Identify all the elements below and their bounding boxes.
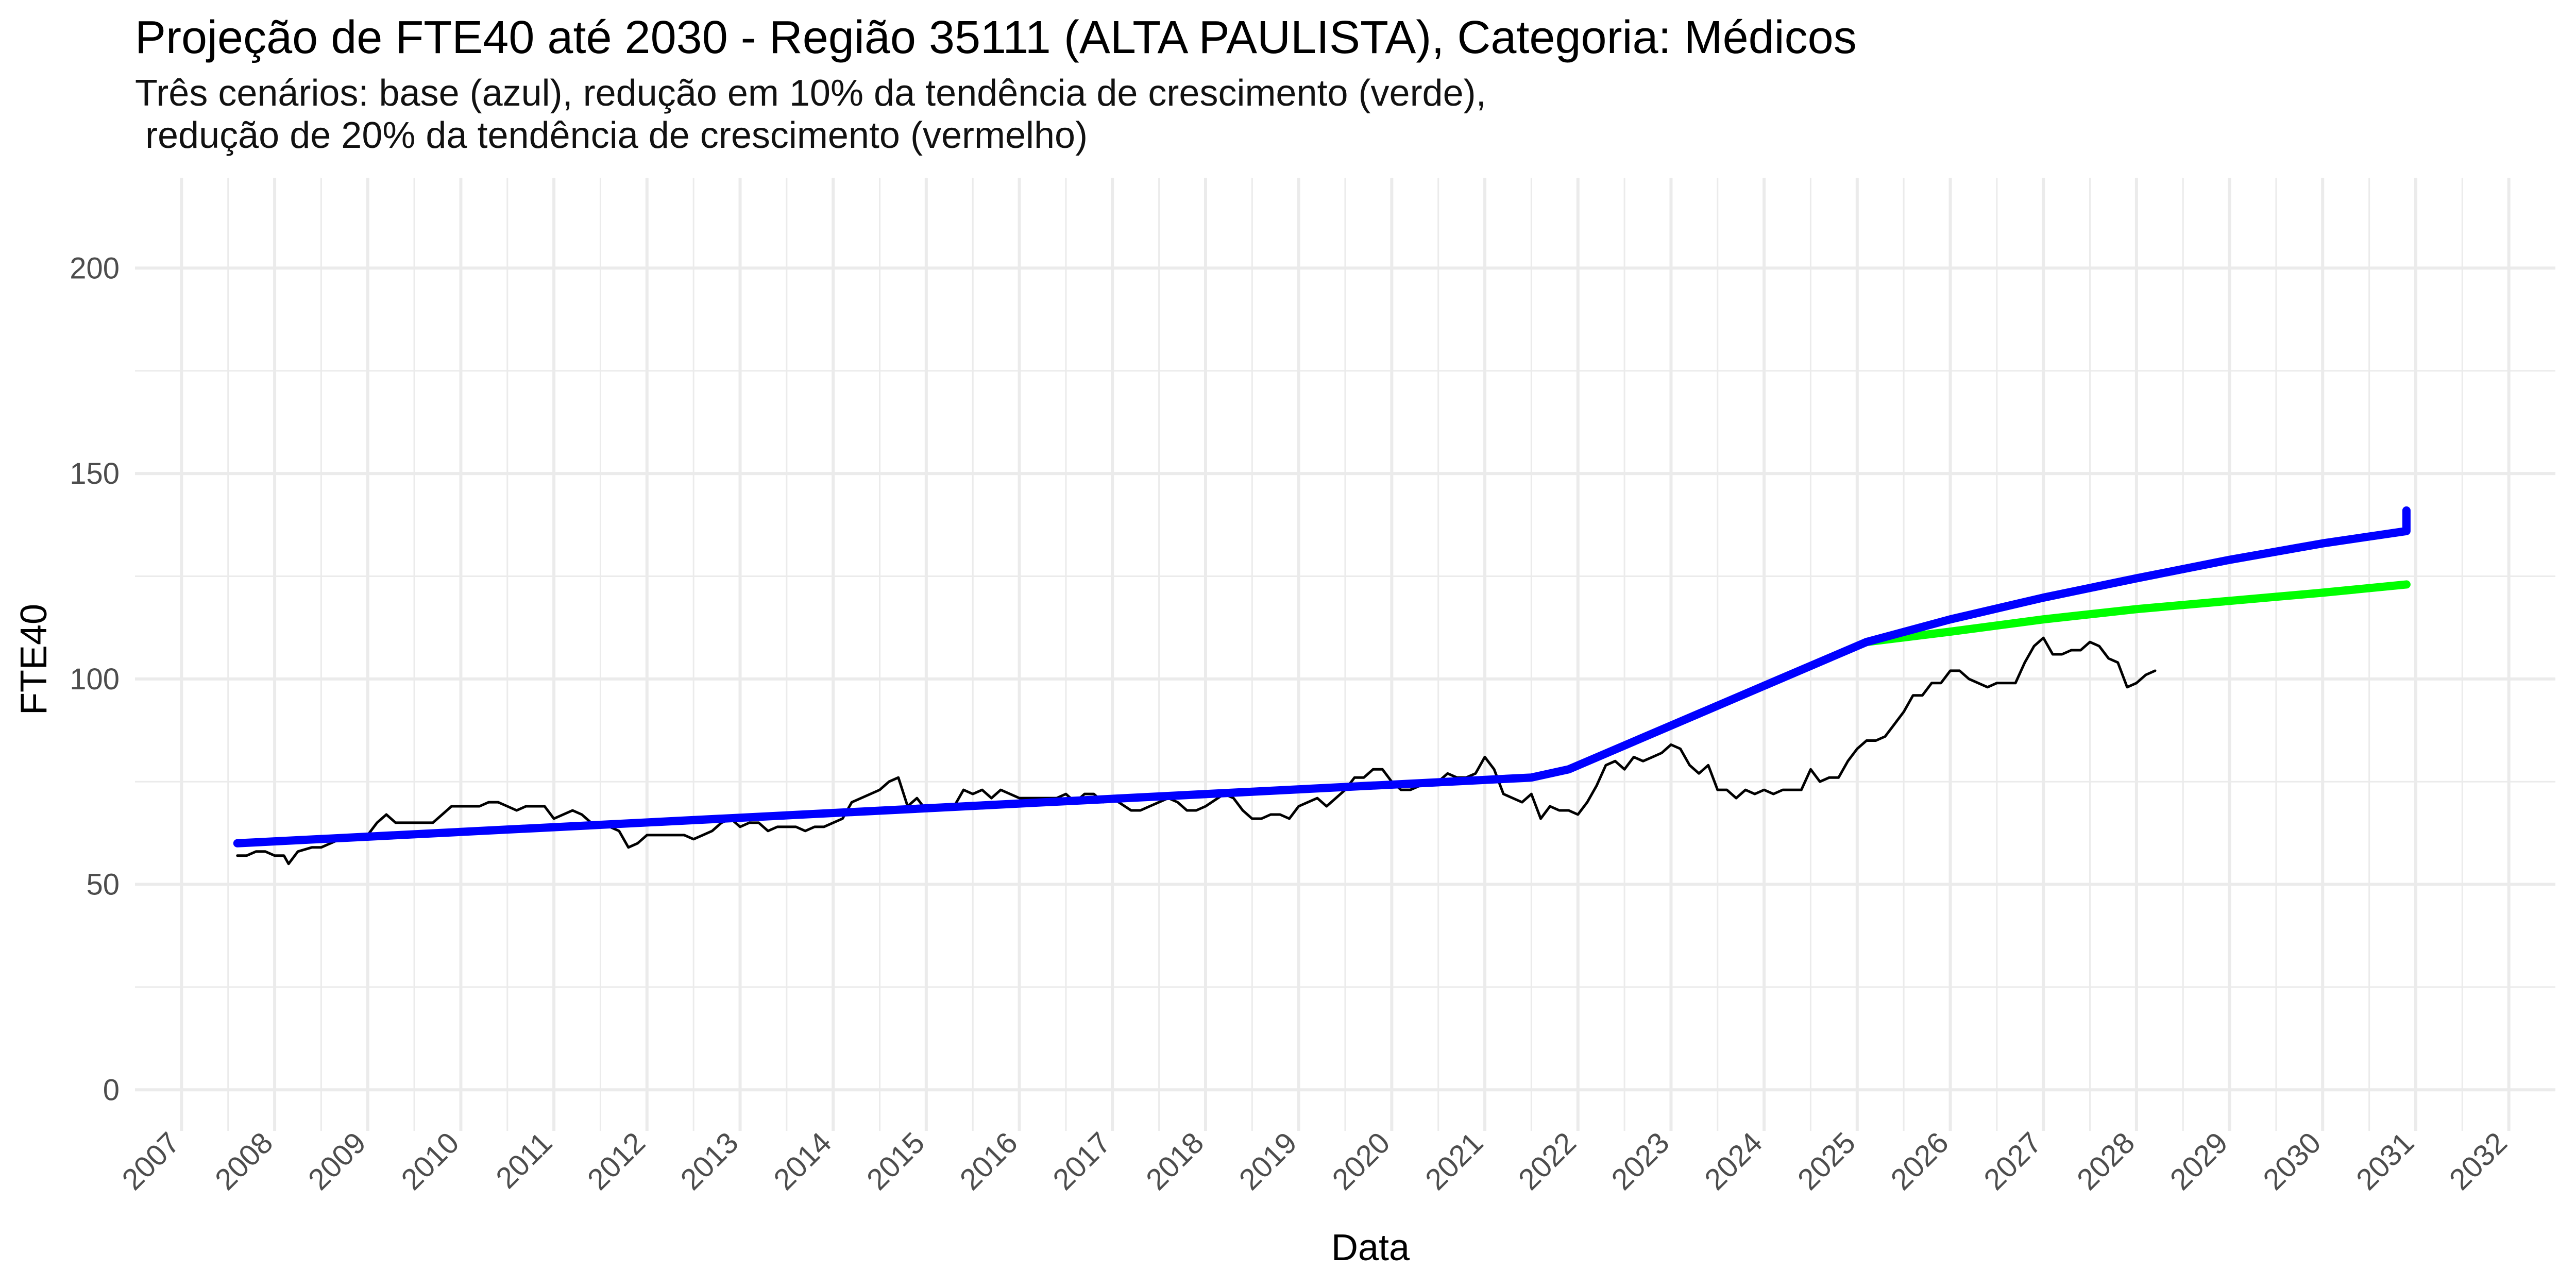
x-tick-label: 2013 <box>674 1126 744 1196</box>
x-tick-label: 2021 <box>1419 1126 1489 1196</box>
x-tick-label: 2019 <box>1233 1126 1303 1196</box>
x-tick-label: 2014 <box>767 1126 838 1196</box>
x-axis: 2007 2008 2009 2010 2011 2012 2013 2014 2015 2016… <box>115 1126 2514 1196</box>
x-tick-label: 2026 <box>1884 1126 1955 1196</box>
x-axis-title: Data <box>1331 1227 1410 1268</box>
series-green-projection <box>1862 580 2411 647</box>
x-tick-label: 2027 <box>1977 1126 2048 1196</box>
x-tick-label: 2008 <box>209 1126 279 1196</box>
series-base-projection <box>1862 506 2411 647</box>
x-tick-label: 2007 <box>115 1126 186 1196</box>
x-tick-label: 2009 <box>302 1126 372 1196</box>
x-tick-label: 2028 <box>2071 1126 2141 1196</box>
x-tick-label: 2020 <box>1326 1126 1396 1196</box>
chart-title: Projeção de FTE40 até 2030 - Região 3511… <box>135 12 1857 63</box>
chart-subtitle: Três cenários: base (azul), redução em 1… <box>135 73 1486 156</box>
x-tick-label: 2011 <box>489 1126 558 1195</box>
x-tick-label: 2025 <box>1791 1126 1862 1196</box>
x-tick-label: 2032 <box>2443 1126 2514 1196</box>
y-axis-title: FTE40 <box>13 604 55 715</box>
x-tick-label: 2017 <box>1046 1126 1117 1196</box>
y-tick-label: 200 <box>70 251 120 285</box>
x-tick-label: 2024 <box>1698 1126 1769 1196</box>
y-tick-label: 0 <box>103 1073 120 1107</box>
y-axis: 0 50 100 150 200 <box>70 251 120 1107</box>
x-tick-label: 2022 <box>1512 1126 1583 1196</box>
x-tick-label: 2031 <box>2350 1126 2420 1196</box>
x-tick-label: 2012 <box>581 1126 652 1196</box>
x-tick-label: 2016 <box>954 1126 1024 1196</box>
x-tick-label: 2018 <box>1140 1126 1210 1196</box>
y-tick-label: 50 <box>86 868 120 902</box>
x-tick-label: 2030 <box>2257 1126 2327 1196</box>
series-lines <box>233 506 2411 866</box>
y-tick-label: 100 <box>70 663 120 696</box>
x-tick-label: 2029 <box>2164 1126 2234 1196</box>
series-observed <box>236 636 2157 866</box>
y-tick-label: 150 <box>70 457 120 490</box>
x-tick-label: 2023 <box>1605 1126 1675 1196</box>
series-base-history <box>233 638 1871 848</box>
x-tick-label: 2010 <box>395 1126 465 1196</box>
x-tick-label: 2015 <box>860 1126 931 1196</box>
grid <box>135 178 2555 1131</box>
